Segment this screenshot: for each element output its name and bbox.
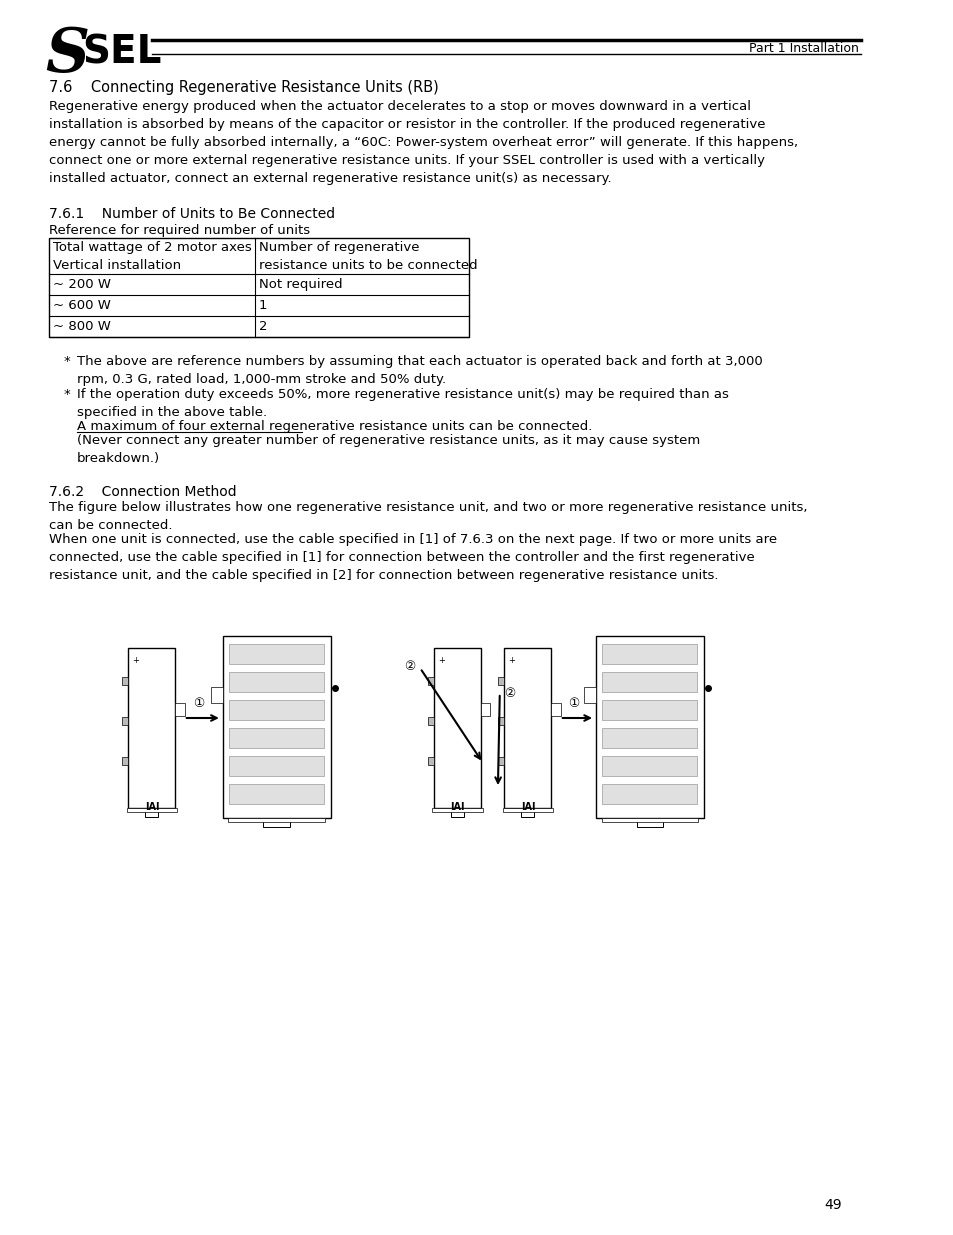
- Bar: [601, 818, 698, 823]
- Bar: [122, 757, 129, 764]
- Text: SEL: SEL: [82, 33, 162, 70]
- Text: ~ 800 W: ~ 800 W: [52, 320, 111, 333]
- Text: Total wattage of 2 motor axes
Vertical installation: Total wattage of 2 motor axes Vertical i…: [52, 241, 251, 272]
- Text: +: +: [437, 656, 445, 664]
- Bar: [602, 727, 697, 748]
- Bar: [229, 756, 324, 776]
- Bar: [504, 648, 551, 808]
- Bar: [127, 808, 177, 811]
- Text: 2: 2: [258, 320, 267, 333]
- Text: *: *: [64, 354, 71, 368]
- Bar: [602, 756, 697, 776]
- Text: IAI: IAI: [450, 802, 464, 811]
- Text: IAI: IAI: [520, 802, 535, 811]
- Bar: [480, 703, 490, 716]
- Text: *: *: [64, 388, 71, 401]
- Bar: [497, 718, 504, 725]
- Bar: [502, 808, 553, 811]
- Bar: [229, 727, 324, 748]
- Bar: [122, 718, 129, 725]
- Text: When one unit is connected, use the cable specified in [1] of 7.6.3 on the next : When one unit is connected, use the cabl…: [49, 534, 776, 582]
- Text: 7.6    Connecting Regenerative Resistance Units (RB): 7.6 Connecting Regenerative Resistance U…: [49, 80, 438, 95]
- Bar: [520, 808, 534, 818]
- Bar: [129, 648, 175, 808]
- Bar: [211, 687, 222, 703]
- Bar: [49, 238, 468, 337]
- Text: 7.6.2    Connection Method: 7.6.2 Connection Method: [49, 485, 236, 499]
- Bar: [602, 784, 697, 804]
- Text: +: +: [132, 656, 139, 664]
- Text: Not required: Not required: [258, 278, 342, 291]
- Bar: [222, 636, 330, 818]
- Bar: [263, 818, 290, 827]
- Text: Number of regenerative
resistance units to be connected: Number of regenerative resistance units …: [258, 241, 476, 272]
- Bar: [427, 718, 434, 725]
- Bar: [432, 808, 482, 811]
- Bar: [122, 677, 129, 685]
- Bar: [602, 672, 697, 692]
- Bar: [228, 818, 325, 823]
- Bar: [602, 700, 697, 720]
- Bar: [229, 643, 324, 664]
- Text: ②: ②: [404, 659, 415, 673]
- Text: Part 1 Installation: Part 1 Installation: [748, 42, 858, 56]
- Text: 1: 1: [258, 299, 267, 312]
- Text: +: +: [508, 656, 515, 664]
- Text: Regenerative energy produced when the actuator decelerates to a stop or moves do: Regenerative energy produced when the ac…: [49, 100, 797, 185]
- Text: S: S: [45, 25, 89, 85]
- Bar: [636, 818, 662, 827]
- Bar: [229, 672, 324, 692]
- Bar: [229, 784, 324, 804]
- Text: If the operation duty exceeds 50%, more regenerative resistance unit(s) may be r: If the operation duty exceeds 50%, more …: [77, 388, 728, 419]
- Text: ①: ①: [567, 697, 578, 710]
- Text: Reference for required number of units: Reference for required number of units: [49, 224, 310, 237]
- Bar: [427, 757, 434, 764]
- Bar: [434, 648, 480, 808]
- Bar: [497, 677, 504, 685]
- Bar: [145, 808, 158, 818]
- Bar: [602, 643, 697, 664]
- Bar: [551, 703, 560, 716]
- Text: 49: 49: [823, 1198, 841, 1212]
- Text: A maximum of four external regenerative resistance units can be connected.: A maximum of four external regenerative …: [77, 420, 592, 433]
- Bar: [497, 757, 504, 764]
- Text: ~ 600 W: ~ 600 W: [52, 299, 111, 312]
- Text: The figure below illustrates how one regenerative resistance unit, and two or mo: The figure below illustrates how one reg…: [49, 501, 806, 532]
- Text: ~ 200 W: ~ 200 W: [52, 278, 111, 291]
- Text: (Never connect any greater number of regenerative resistance units, as it may ca: (Never connect any greater number of reg…: [77, 433, 700, 466]
- Bar: [583, 687, 596, 703]
- Text: ②: ②: [504, 687, 516, 700]
- Bar: [451, 808, 464, 818]
- Bar: [175, 703, 185, 716]
- Text: IAI: IAI: [145, 802, 159, 811]
- Bar: [596, 636, 703, 818]
- Text: ①: ①: [193, 697, 205, 710]
- Bar: [229, 700, 324, 720]
- Text: The above are reference numbers by assuming that each actuator is operated back : The above are reference numbers by assum…: [77, 354, 761, 387]
- Bar: [427, 677, 434, 685]
- Text: 7.6.1    Number of Units to Be Connected: 7.6.1 Number of Units to Be Connected: [49, 207, 335, 221]
